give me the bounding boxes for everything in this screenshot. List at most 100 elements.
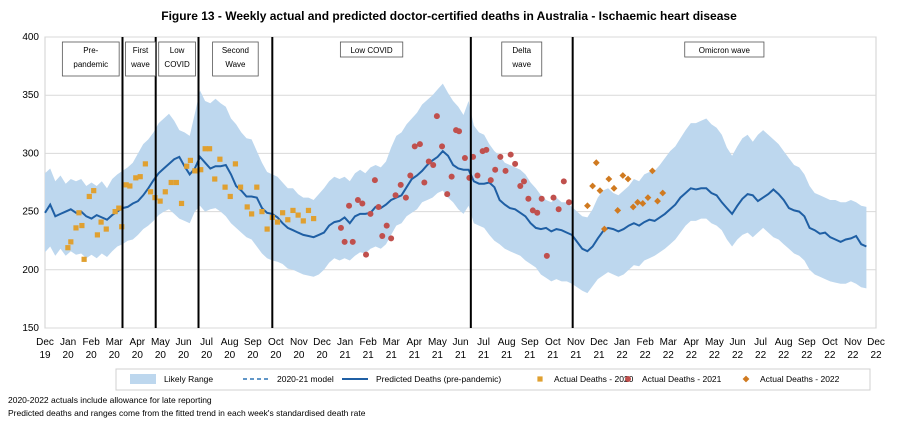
phase-label-box (125, 41, 156, 77)
actual-deaths-2020-point (290, 207, 296, 214)
phase-label-text: wave (130, 60, 150, 69)
x-tick-year-label: 21 (363, 350, 375, 361)
actual-deaths-2021-point (507, 151, 514, 158)
x-tick-year-label: 21 (593, 350, 605, 361)
x-tick-month-label: Jul (754, 337, 767, 348)
actual-deaths-2020-point (98, 219, 104, 225)
actual-deaths-2021-point (483, 146, 490, 153)
actual-deaths-2021-point (354, 196, 361, 203)
legend-circle-marker (625, 376, 631, 382)
actual-deaths-2020-point (206, 146, 213, 152)
x-tick-year-label: 20 (201, 350, 213, 361)
x-tick-year-label: 21 (478, 350, 490, 361)
y-tick-label: 150 (22, 323, 39, 334)
actual-deaths-2020-point (244, 204, 250, 210)
x-tick-year-label: 22 (640, 350, 652, 361)
actual-deaths-2021-point (397, 181, 404, 188)
actual-deaths-2020-point (123, 182, 129, 188)
x-tick-year-label: 21 (524, 350, 536, 361)
legend-label: 2020-21 model (277, 374, 334, 384)
actual-deaths-2021-point (520, 178, 527, 185)
actual-deaths-2020-point (222, 184, 228, 190)
actual-deaths-2021-point (517, 182, 524, 189)
actual-deaths-2021-point (367, 210, 374, 217)
x-tick-month-label: Jul (477, 337, 490, 348)
actual-deaths-2021-point (388, 235, 395, 242)
x-tick-month-label: Oct (822, 337, 838, 348)
x-tick-month-label: Dec (36, 337, 54, 348)
actual-deaths-2020-point (280, 210, 286, 216)
x-tick-year-label: 20 (86, 350, 98, 361)
actual-deaths-2020-point (178, 200, 185, 207)
actual-deaths-2021-point (487, 177, 494, 184)
x-tick-year-label: 20 (109, 350, 121, 361)
footnote-method: Predicted deaths and ranges come from th… (8, 408, 366, 418)
x-tick-month-label: Apr (407, 337, 423, 348)
x-tick-year-label: 20 (63, 350, 75, 361)
x-tick-month-label: May (705, 337, 724, 348)
x-tick-month-label: Nov (844, 337, 862, 348)
actual-deaths-2021-point (359, 200, 366, 207)
actual-deaths-2020-point (300, 218, 306, 224)
actual-deaths-2021-point (349, 238, 356, 245)
phase-label-box (158, 41, 196, 77)
actual-deaths-2022-point (610, 184, 618, 192)
actual-deaths-2020-point (94, 232, 100, 238)
x-tick-year-label: 21 (340, 350, 352, 361)
actual-deaths-2021-point (416, 141, 423, 148)
x-tick-year-label: 22 (824, 350, 836, 361)
legend-label: Actual Deaths - 2021 (642, 374, 722, 384)
actual-deaths-2021-point (474, 172, 481, 179)
actual-deaths-2021-point (448, 173, 455, 180)
actual-deaths-2021-point (560, 178, 567, 185)
legend-label: Actual Deaths - 2022 (760, 374, 840, 384)
x-tick-month-label: Feb (83, 337, 101, 348)
actual-deaths-2020-point (311, 215, 317, 222)
y-tick-label: 200 (22, 265, 39, 276)
actual-deaths-2021-point (525, 195, 532, 202)
phase-label-box (501, 41, 543, 77)
actual-deaths-2021-point (346, 202, 353, 209)
phase-label-text: Low (170, 46, 185, 55)
x-tick-year-label: 20 (178, 350, 190, 361)
actual-deaths-2021-point (421, 179, 428, 186)
phase-label-box (212, 41, 259, 77)
x-tick-year-label: 22 (732, 350, 744, 361)
actual-deaths-2020-point (254, 184, 260, 190)
x-tick-month-label: Jul (200, 337, 213, 348)
x-tick-month-label: Aug (775, 337, 793, 348)
actual-deaths-2020-point (79, 222, 85, 229)
actual-deaths-2020-point (198, 167, 204, 173)
y-tick-label: 300 (22, 148, 39, 159)
x-tick-month-label: May (151, 337, 170, 348)
actual-deaths-2021-point (538, 195, 545, 202)
x-tick-month-label: Jun (729, 337, 745, 348)
x-tick-year-label: 22 (709, 350, 721, 361)
actual-deaths-2020-point (81, 256, 87, 262)
phase-label-text: wave (511, 60, 531, 69)
legend-label: Predicted Deaths (pre-pandemic) (376, 374, 501, 384)
actual-deaths-2021-point (444, 191, 451, 198)
actual-deaths-2022-point (584, 202, 591, 210)
actual-deaths-2020-point (157, 198, 163, 204)
actual-deaths-2020-point (142, 161, 148, 167)
actual-deaths-2021-point (555, 206, 562, 213)
phase-label-text: First (133, 46, 149, 55)
actual-deaths-2020-point (168, 179, 174, 186)
x-tick-year-label: 21 (455, 350, 467, 361)
x-tick-year-label: 21 (386, 350, 398, 361)
x-tick-year-label: 20 (293, 350, 305, 361)
actual-deaths-2020-point (137, 174, 143, 180)
actual-deaths-2021-point (407, 172, 414, 179)
x-tick-year-label: 22 (617, 350, 629, 361)
actual-deaths-2021-point (534, 209, 541, 216)
x-tick-month-label: Apr (684, 337, 700, 348)
actual-deaths-2021-point (492, 166, 499, 173)
actual-deaths-2022-point (605, 175, 613, 183)
x-tick-month-label: Mar (383, 337, 401, 348)
x-tick-year-label: 22 (847, 350, 859, 361)
actual-deaths-2020-point (249, 211, 255, 217)
x-tick-year-label: 20 (132, 350, 144, 361)
x-tick-month-label: Feb (637, 337, 655, 348)
actual-deaths-2021-point (383, 222, 390, 229)
